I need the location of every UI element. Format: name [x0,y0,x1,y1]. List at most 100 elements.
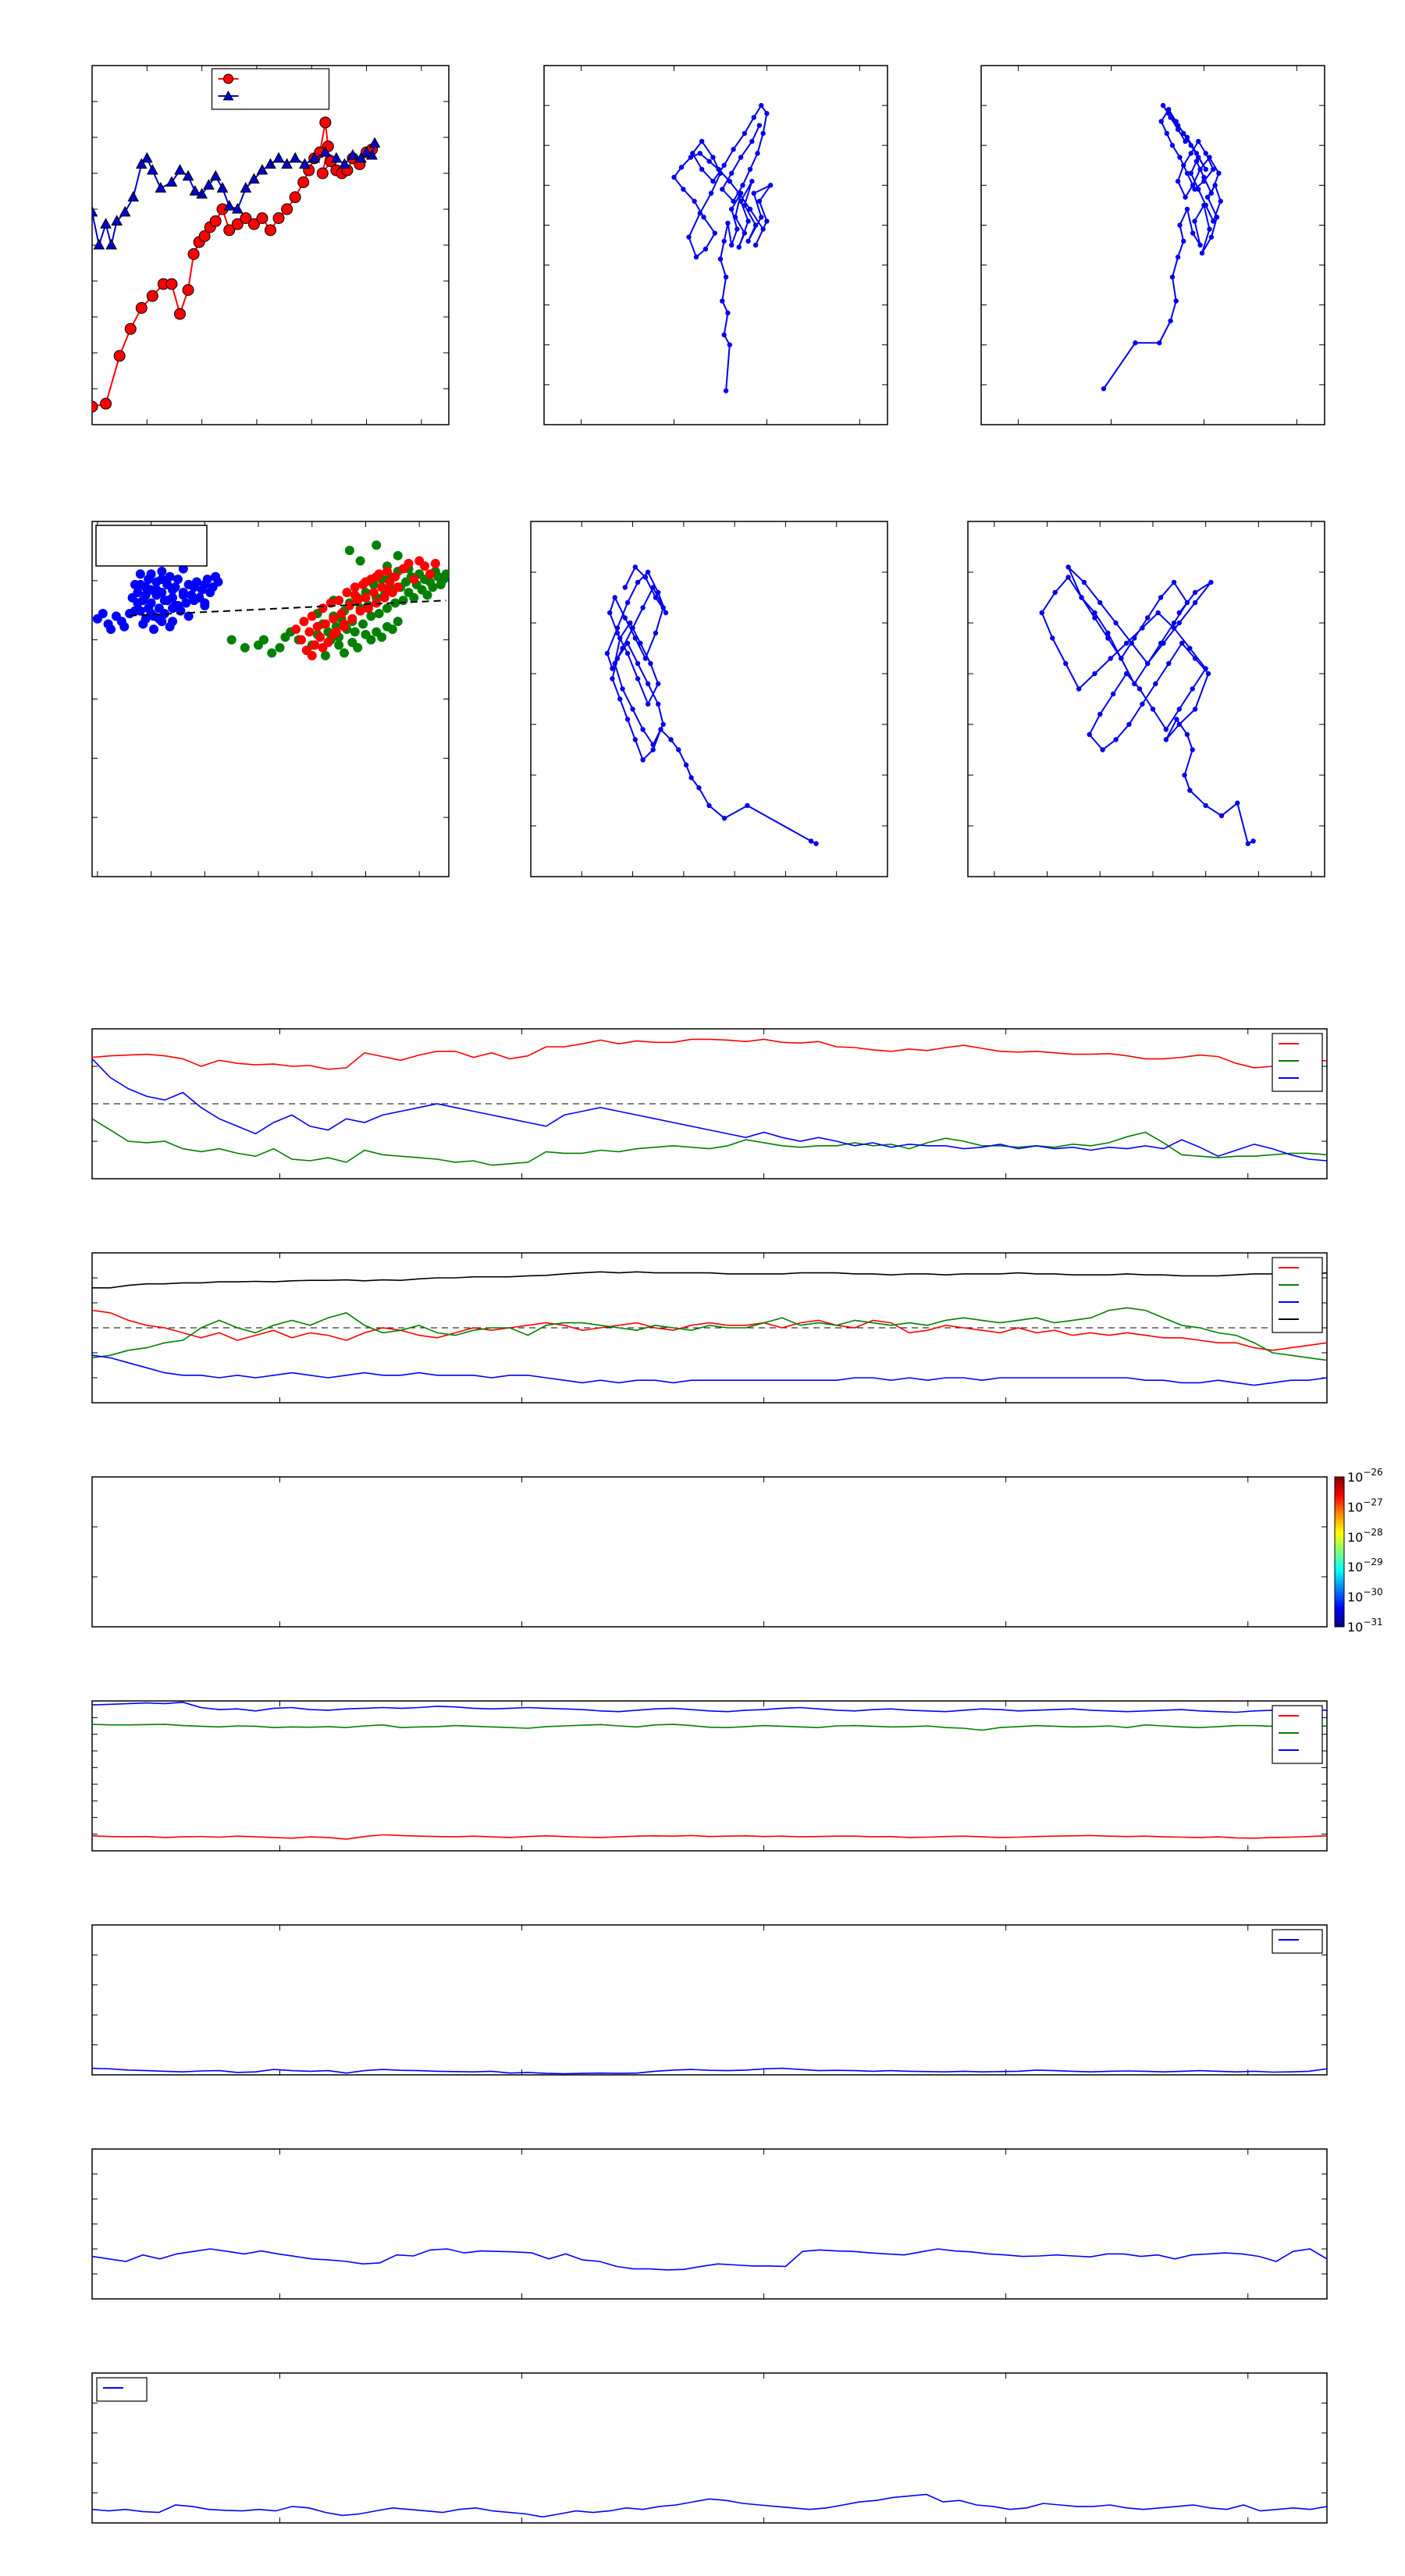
data-point [1119,656,1124,661]
colorbar-label: 10−26 [1347,1467,1383,1485]
data-point [1100,747,1105,753]
legend-frame [1272,1257,1323,1333]
colorbar: 10−26 10−27 10−28 10−29 10−30 10−31 [1334,1467,1383,1635]
data-point [732,215,738,220]
data-point [1203,166,1208,173]
data-point [202,575,212,585]
data-point [1184,600,1190,606]
data-point [272,212,285,224]
data-point [1183,138,1188,144]
data-point [98,608,108,618]
data-point [745,219,751,224]
data-point [111,215,123,226]
data-point [1123,640,1129,646]
data-point [165,176,178,187]
panel-beta [91,1924,1328,2076]
data-point [1183,194,1188,200]
data-point [1157,340,1162,346]
data-point [1097,711,1103,717]
data-point [226,635,237,645]
data-point [178,590,188,600]
data-point [717,256,724,262]
data-point [1212,183,1218,188]
data-point [265,224,276,237]
series-line [92,2493,1327,2518]
data-point [642,575,649,580]
data-point [1092,615,1097,621]
colorbar-label: 10−29 [1347,1557,1383,1574]
plot-area [92,1271,1327,1386]
data-point [747,206,753,212]
data-point [256,212,269,224]
data-point [329,629,339,639]
series-0 [1101,102,1224,392]
legend-marker [223,73,233,84]
series-line [92,2067,1327,2075]
data-point [1052,589,1058,596]
data-point [688,155,694,160]
data-point [656,681,661,687]
data-point [267,648,277,658]
data-point [100,218,112,229]
data-point [1187,788,1193,793]
legend-frame [1272,1929,1323,1954]
data-point [189,184,201,196]
data-point [642,656,649,661]
data-point [656,589,661,596]
data-point [717,170,724,176]
data-point [702,246,709,252]
legend [211,68,330,110]
legend [1272,1929,1323,1954]
data-point [1063,660,1069,667]
data-point [377,632,387,642]
data-point [624,640,631,646]
data-point [1192,589,1198,596]
data-point [1129,640,1135,646]
data-point [390,571,400,582]
data-point [1123,671,1129,677]
data-point [622,615,628,621]
data-point [660,721,666,728]
data-point [372,540,382,550]
data-point [650,585,656,590]
data-point [355,556,365,566]
data-point [135,569,145,579]
data-point [745,802,750,809]
data-point [133,598,143,608]
data-point [281,158,293,169]
data-point [1166,107,1172,112]
data-point [1204,194,1211,200]
data-point [1203,202,1208,208]
data-point [127,190,140,202]
data-point [658,727,663,732]
data-point [653,595,659,600]
data-point [1181,130,1186,137]
data-point [1208,579,1214,585]
data-point [650,747,656,753]
data-point [720,187,725,192]
data-point [635,676,641,681]
data-point [334,596,344,606]
data-point [1161,640,1166,646]
data-point [1108,656,1114,661]
data-point [192,577,202,587]
data-point [387,624,397,635]
series-bz [92,1354,1327,1386]
data-point [165,621,175,632]
data-point [727,342,733,347]
data-point [1192,219,1197,224]
data-point [307,611,317,621]
legend [96,2377,148,2402]
data-point [710,179,716,184]
data-point [1105,630,1111,636]
data-point [1199,251,1205,256]
data-point [135,158,148,169]
data-point [353,642,363,653]
plot-area [92,1701,1327,1840]
annotation-frame [95,525,208,567]
data-point [1203,666,1208,671]
data-point [697,210,702,216]
plot-area [92,116,381,413]
data-point [223,224,236,237]
data-point [181,598,191,608]
